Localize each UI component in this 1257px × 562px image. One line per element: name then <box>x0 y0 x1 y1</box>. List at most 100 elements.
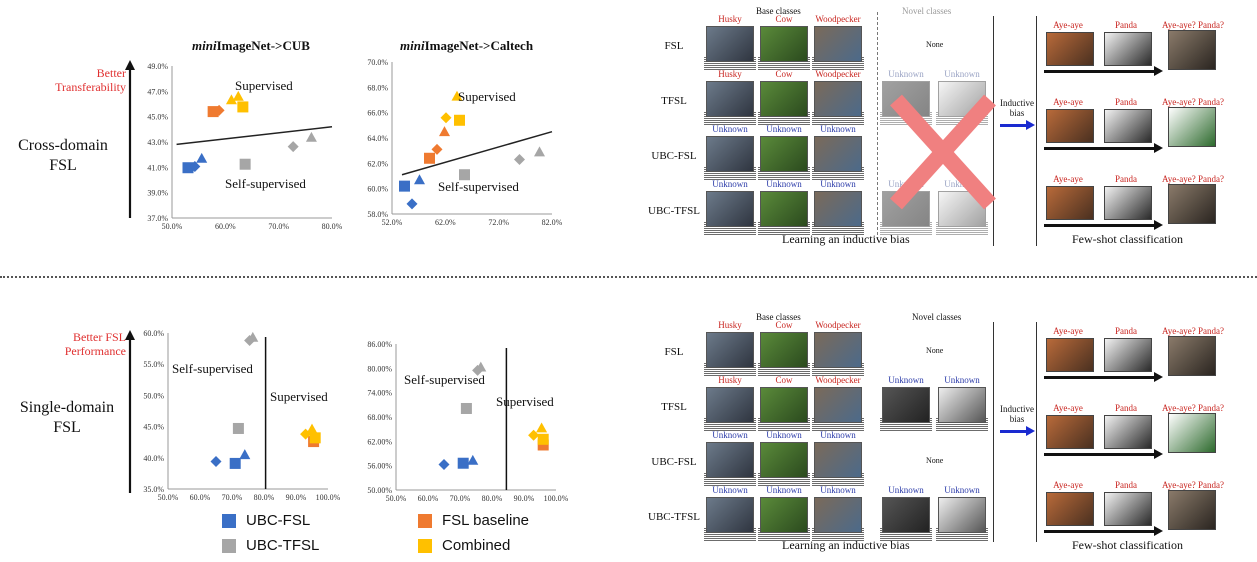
caption-learning-inductive-bias: Learning an inductive bias <box>782 232 910 246</box>
image-stack <box>812 387 864 431</box>
support-image-panda <box>1104 186 1152 220</box>
sample-image <box>760 387 808 423</box>
fsc-arrow-shaft <box>1044 530 1156 533</box>
point-triangle <box>451 90 463 101</box>
stage-separator <box>993 322 994 542</box>
query-image <box>1168 107 1216 147</box>
image-stack <box>758 332 810 376</box>
sample-image <box>706 81 754 117</box>
image-stack <box>812 442 864 486</box>
novel-classes-header: Novel classes <box>912 312 962 322</box>
class-name-label: Unknown <box>712 430 748 440</box>
cross-out-icon <box>890 94 996 210</box>
image-stack <box>758 387 810 431</box>
point-triangle <box>305 131 317 142</box>
legend-swatch <box>222 538 236 553</box>
point-diamond <box>213 104 225 116</box>
novel-image-stack <box>880 497 932 541</box>
sample-image <box>706 136 754 172</box>
sample-image <box>814 442 862 478</box>
support-image-aye-aye <box>1046 109 1094 143</box>
legend-label: FSL baseline <box>442 512 529 529</box>
y-tick-label: 45.0% <box>143 423 164 432</box>
fsc-label: Aye-aye <box>1053 97 1083 107</box>
sample-image <box>706 191 754 227</box>
sample-image <box>706 497 754 533</box>
y-tick-label: 40.0% <box>143 454 164 463</box>
image-stack <box>704 387 756 431</box>
row-label-ubc-tfsl: UBC-TFSL <box>648 205 700 217</box>
row-label-ubc-tfsl: UBC-TFSL <box>648 511 700 523</box>
x-tick-label: 52.0% <box>382 218 403 227</box>
row-label-ubc-fsl: UBC-FSL <box>651 456 697 468</box>
image-stack <box>704 191 756 235</box>
sample-image <box>760 442 808 478</box>
inductive-bias-arrow-shaft <box>1000 430 1028 433</box>
class-name-label: Unknown <box>766 430 802 440</box>
novel-sample-image <box>938 387 986 423</box>
y-tick-label: 58.0% <box>367 210 388 219</box>
novel-class-name: Unknown <box>888 69 924 79</box>
stage-separator-2 <box>1036 16 1037 246</box>
image-stack <box>704 442 756 486</box>
sample-image <box>814 136 862 172</box>
cross-domain-fsl-label: Cross-domain FSL <box>8 136 118 176</box>
point-square <box>207 106 219 118</box>
x-tick-label: 60.0% <box>215 222 236 231</box>
support-image-panda <box>1104 109 1152 143</box>
class-name-label: Unknown <box>820 124 856 134</box>
chart-caltech-title: miniImageNet->Caltech <box>400 38 534 53</box>
point-diamond <box>440 112 452 124</box>
class-name-label: Woodpecker <box>815 14 861 24</box>
fsc-arrow-shaft <box>1044 70 1156 73</box>
trend-line <box>401 130 553 176</box>
chart-cub-title: miniImageNet->CUB <box>192 38 310 53</box>
point-diamond <box>406 198 418 210</box>
x-tick-label: 82.0% <box>542 218 563 227</box>
sample-image <box>814 387 862 423</box>
fsc-label: Aye-aye <box>1053 326 1083 336</box>
self-supervised-annotation: Self-supervised <box>172 361 253 376</box>
legend-ubc-tfsl: UBC-TFSL <box>222 537 319 554</box>
row-label-ubc-fsl: UBC-FSL <box>651 150 697 162</box>
diagram-single-domain: Base classes Novel classes FSL Husky Cow Wood… <box>640 306 1257 562</box>
x-tick-label: 100.0% <box>544 494 569 503</box>
cross-stroke <box>890 94 996 210</box>
image-stack <box>704 26 756 70</box>
novel-none-label: None <box>926 346 944 355</box>
y-tick-label: 50.0% <box>143 391 164 400</box>
x-tick-label: 72.0% <box>488 218 509 227</box>
point-diamond <box>514 154 525 166</box>
point-square <box>537 439 549 451</box>
y-tick-label: 49.0% <box>147 62 168 71</box>
fsc-label: Aye-aye? Panda? <box>1162 403 1224 413</box>
x-tick-label: 70.0% <box>450 494 471 503</box>
point-triangle <box>232 90 244 101</box>
x-tick-label: 50.0% <box>158 493 179 502</box>
x-tick-label: 70.0% <box>268 222 289 231</box>
sample-image <box>760 26 808 62</box>
fsc-arrow-shaft <box>1044 147 1156 150</box>
supervised-annotation: Supervised <box>235 78 293 93</box>
cross-domain-line2: FSL <box>49 157 77 174</box>
point-diamond <box>244 334 256 346</box>
chart-single-b: 50.00% 56.00% 62.00% 68.00% 74.00% 80.00% 86.0… <box>367 340 569 503</box>
legend-combined: Combined <box>418 537 510 554</box>
class-name-label: Woodpecker <box>815 69 861 79</box>
sample-image <box>814 81 862 117</box>
query-image <box>1168 30 1216 70</box>
self-supervised-annotation: Self-supervised <box>404 372 485 387</box>
point-square <box>229 457 241 469</box>
class-name-label: Unknown <box>820 485 856 495</box>
image-stack <box>812 26 864 70</box>
fsc-label: Aye-aye? Panda? <box>1162 97 1224 107</box>
class-name-label: Unknown <box>712 485 748 495</box>
x-tick-label: 60.0% <box>190 493 211 502</box>
sample-image <box>706 332 754 368</box>
row-label-fsl: FSL <box>664 346 684 358</box>
sample-image <box>814 191 862 227</box>
support-image-panda <box>1104 32 1152 66</box>
class-name-label: Cow <box>775 69 793 79</box>
query-image <box>1168 413 1216 453</box>
support-image-aye-aye <box>1046 32 1094 66</box>
